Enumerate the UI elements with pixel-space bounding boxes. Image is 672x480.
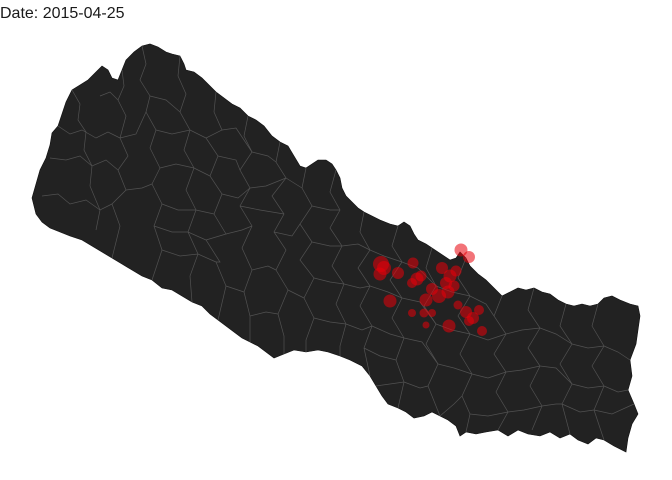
- event-marker: [463, 251, 475, 263]
- event-marker: [383, 294, 397, 308]
- event-marker: [474, 305, 484, 315]
- event-marker: [419, 293, 433, 307]
- event-marker: [407, 278, 417, 288]
- event-marker: [415, 270, 427, 282]
- country-outline: [31, 43, 641, 453]
- event-marker: [392, 267, 404, 279]
- event-marker: [373, 267, 387, 281]
- event-marker: [477, 326, 487, 336]
- event-marker: [453, 300, 463, 310]
- event-marker: [407, 257, 419, 269]
- district-boundaries: [41, 45, 635, 441]
- event-marker: [448, 280, 460, 292]
- event-marker: [454, 243, 468, 257]
- event-marker: [408, 309, 416, 317]
- event-marker: [464, 316, 474, 326]
- event-marker: [419, 308, 429, 318]
- event-marker: [422, 321, 430, 329]
- event-marker: [442, 319, 456, 333]
- event-marker: [428, 309, 436, 317]
- event-marker: [436, 262, 448, 274]
- event-marker: [450, 265, 462, 277]
- event-markers: [373, 243, 487, 336]
- map-title: Date: 2015-04-25: [0, 5, 125, 22]
